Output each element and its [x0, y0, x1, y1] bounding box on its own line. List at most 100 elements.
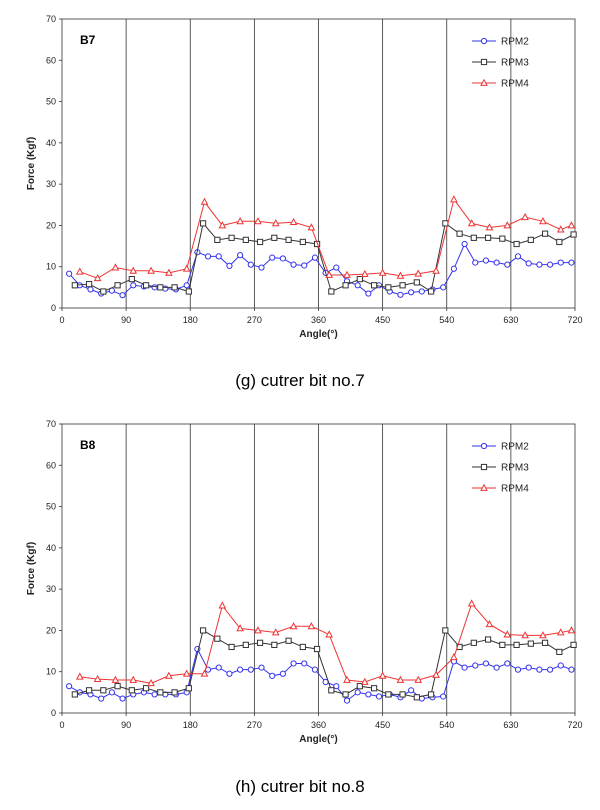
- data-point: [271, 219, 280, 227]
- data-point: [450, 653, 458, 661]
- data-point: [456, 230, 463, 237]
- chart-panel-h: 0 90 180 270 360 450 540 630 720 0 10 20 30 40 50 60 70 A…: [0, 405, 600, 810]
- x-tick-label: 90: [121, 315, 131, 325]
- chart-b8: 0 90 180 270 360 450 540 630 720 0 10 20 30 40 50 60 70 A…: [26, 419, 583, 745]
- data-point: [527, 640, 534, 647]
- data-point: [513, 240, 520, 248]
- x-tick-label: 540: [439, 315, 454, 325]
- data-point: [567, 221, 576, 229]
- data-point: [301, 262, 308, 269]
- data-point: [450, 265, 457, 272]
- data-point: [467, 219, 476, 227]
- x-tick-label: 0: [59, 315, 64, 325]
- data-point: [427, 288, 435, 295]
- data-point: [119, 695, 126, 702]
- y-tick-label: 60: [46, 55, 56, 65]
- data-point: [521, 212, 529, 221]
- x-axis-label: Angle(°): [299, 734, 337, 745]
- data-point: [354, 689, 361, 696]
- data-point: [182, 264, 191, 272]
- data-point: [185, 288, 192, 295]
- data-point: [432, 266, 440, 274]
- data-point: [299, 643, 306, 651]
- data-point: [256, 238, 264, 246]
- panel-title: B8: [80, 438, 96, 452]
- data-point: [237, 666, 244, 673]
- series-rpm4: [75, 599, 576, 687]
- data-point: [256, 639, 264, 646]
- data-point: [470, 234, 477, 241]
- data-point: [546, 261, 554, 268]
- x-tick-label: 450: [375, 720, 390, 730]
- data-point: [200, 669, 209, 677]
- y-tick-label: 40: [46, 138, 56, 148]
- legend: RPM2 RPM3 RPM4: [472, 37, 529, 90]
- data-point: [157, 689, 164, 696]
- data-point: [228, 234, 235, 241]
- data-point: [513, 641, 520, 648]
- data-point: [185, 685, 192, 692]
- data-point: [482, 660, 490, 667]
- data-point: [499, 641, 506, 648]
- data-point: [485, 223, 494, 231]
- data-point: [214, 635, 221, 642]
- y-tick-label: 40: [46, 543, 56, 553]
- data-point: [370, 685, 378, 692]
- data-point: [556, 628, 565, 636]
- data-point: [556, 225, 565, 233]
- panel-title: B7: [80, 33, 96, 47]
- data-point: [269, 672, 276, 679]
- data-point: [504, 660, 511, 667]
- y-tick-label: 70: [46, 14, 56, 24]
- legend-label: RPM4: [501, 79, 529, 90]
- data-point: [442, 627, 449, 634]
- data-point: [93, 274, 102, 282]
- data-point: [493, 259, 500, 266]
- data-point: [333, 264, 340, 271]
- data-point: [461, 240, 468, 248]
- data-point: [247, 666, 254, 673]
- data-point: [514, 253, 522, 260]
- legend-marker: [480, 442, 488, 450]
- data-point: [365, 691, 372, 698]
- data-point: [539, 631, 547, 639]
- data-point: [236, 217, 244, 225]
- data-point: [71, 282, 78, 289]
- y-tick-label: 10: [46, 667, 56, 677]
- data-point: [525, 664, 532, 671]
- data-point: [343, 270, 351, 278]
- data-point: [301, 660, 308, 667]
- legend-marker: [480, 58, 488, 66]
- data-point: [408, 289, 415, 296]
- legend-label: RPM3: [501, 58, 529, 69]
- y-tick-label: 0: [51, 708, 56, 718]
- data-point: [214, 236, 221, 243]
- y-tick-label: 10: [46, 262, 56, 272]
- x-tick-label: 540: [439, 720, 454, 730]
- data-point: [521, 631, 529, 639]
- data-point: [570, 641, 577, 648]
- data-point: [503, 630, 512, 638]
- data-point: [567, 626, 576, 634]
- data-point: [269, 254, 276, 261]
- data-point: [204, 253, 212, 260]
- data-point: [157, 284, 164, 291]
- data-point: [98, 695, 105, 702]
- data-point: [399, 691, 406, 698]
- data-point: [100, 288, 107, 295]
- caption-h: (h) cutrer bit no.8: [235, 777, 365, 796]
- legend-label: RPM2: [501, 37, 529, 48]
- data-point: [440, 693, 447, 700]
- legend-marker: [480, 483, 488, 491]
- series-rpm2: [66, 240, 575, 299]
- data-point: [313, 645, 321, 653]
- data-point: [440, 284, 447, 291]
- y-axis-label: Force (Kgf): [26, 137, 37, 190]
- y-tick-label: 20: [46, 220, 56, 230]
- data-point: [504, 261, 511, 268]
- data-point: [378, 671, 387, 679]
- data-point: [360, 269, 369, 278]
- data-point: [75, 267, 84, 275]
- data-point: [290, 261, 297, 268]
- data-point: [151, 691, 158, 698]
